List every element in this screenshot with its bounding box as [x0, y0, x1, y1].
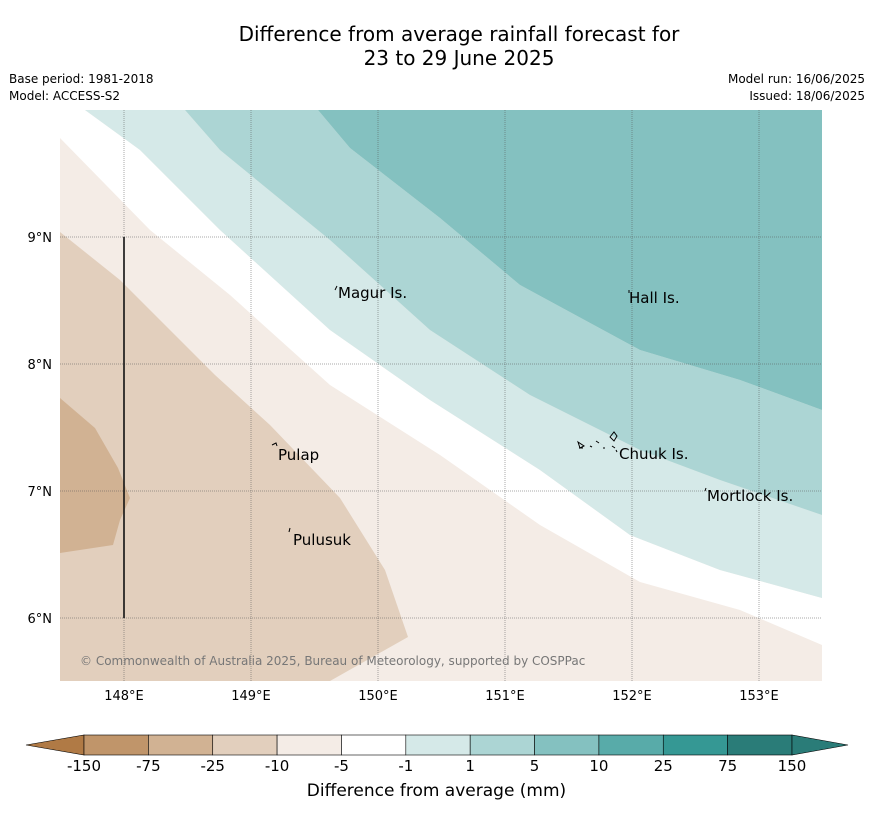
colorbar-extend-high: [791, 734, 849, 756]
band-minus25-minus10: [60, 398, 130, 553]
colorbar-tick-label: -5: [334, 757, 349, 775]
place-labels: Magur Is. Hall Is. Pulap Chuuk Is. Mortl…: [278, 284, 793, 549]
colorbar-tick-label: 75: [718, 757, 737, 775]
colorbar-title: Difference from average (mm): [306, 781, 567, 801]
model-run-text: Model run: 16/06/2025: [727, 72, 865, 86]
band-5-10: [185, 110, 822, 515]
issued-text: Issued: 18/06/2025: [749, 89, 865, 103]
lat-label-7n: 7°N: [28, 485, 53, 500]
lon-labels: 148°E 149°E 150°E 151°E 152°E 153°E: [104, 689, 779, 704]
lon-label-151e: 151°E: [485, 689, 525, 704]
lat-label-6n: 6°N: [28, 612, 53, 627]
colorbar-tick-label: 150: [778, 757, 807, 775]
colorbar-tick-label: 1: [465, 757, 475, 775]
colorbar-box: [212, 734, 278, 756]
colorbar-boxes: [25, 734, 849, 756]
lat-label-9n: 9°N: [28, 231, 53, 246]
island-marks: [271, 285, 707, 533]
colorbar-box: [276, 734, 342, 756]
meta-left: Base period: 1981-2018 Model: ACCESS-S2: [9, 71, 154, 105]
lon-label-150e: 150°E: [358, 689, 398, 704]
title-line-1: Difference from average rainfall forecas…: [238, 22, 680, 46]
lon-label-149e: 149°E: [231, 689, 271, 704]
colorbar-box: [405, 734, 471, 756]
colorbar-box: [469, 734, 535, 756]
base-period-text: Base period: 1981-2018: [9, 72, 154, 86]
colorbar-box: [534, 734, 600, 756]
grid-lines: [60, 110, 822, 681]
lat-labels: 9°N 8°N 7°N 6°N: [28, 231, 53, 627]
band-1-5: [85, 110, 822, 598]
colorbar-tick-label: 10: [589, 757, 608, 775]
place-chuuk: Chuuk Is.: [619, 445, 688, 463]
colorbar-extend-low: [25, 734, 85, 756]
place-pulusuk: Pulusuk: [293, 531, 351, 549]
place-hall: Hall Is.: [629, 289, 680, 307]
band-minus10-minus5: [60, 232, 408, 681]
lon-label-148e: 148°E: [104, 689, 144, 704]
map-title: Difference from average rainfall forecas…: [0, 22, 873, 70]
model-text: Model: ACCESS-S2: [9, 89, 121, 103]
colorbar-box: [341, 734, 407, 756]
colorbar-tick-label: -25: [200, 757, 225, 775]
colorbar-tick-label: -10: [265, 757, 290, 775]
lon-label-153e: 153°E: [739, 689, 779, 704]
place-mortlock: Mortlock Is.: [707, 487, 793, 505]
contour-fills: [60, 110, 822, 681]
copyright-text: © Commonwealth of Australia 2025, Bureau…: [80, 654, 585, 668]
lat-label-8n: 8°N: [28, 358, 53, 373]
lon-label-152e: 152°E: [612, 689, 652, 704]
band-10-25: [318, 110, 822, 410]
band-minus1-1: [60, 110, 822, 645]
colorbar-tick-labels: -150 -75 -25 -10 -5 -1 1 5 10 25 75 150: [67, 757, 806, 775]
colorbar-tick-label: 25: [654, 757, 673, 775]
colorbar-box: [83, 734, 149, 756]
colorbar-tick-label: -150: [67, 757, 101, 775]
place-pulap: Pulap: [278, 446, 319, 464]
meta-right: Model run: 16/06/2025 Issued: 18/06/2025: [728, 71, 865, 105]
colorbar-tick-label: -1: [398, 757, 413, 775]
colorbar-box: [148, 734, 214, 756]
colorbar-tick-label: -75: [136, 757, 161, 775]
colorbar-box: [727, 734, 793, 756]
colorbar-box: [662, 734, 728, 756]
colorbar-box: [598, 734, 664, 756]
place-magur: Magur Is.: [338, 284, 407, 302]
title-line-2: 23 to 29 June 2025: [363, 46, 555, 70]
colorbar-tick-label: 5: [530, 757, 540, 775]
